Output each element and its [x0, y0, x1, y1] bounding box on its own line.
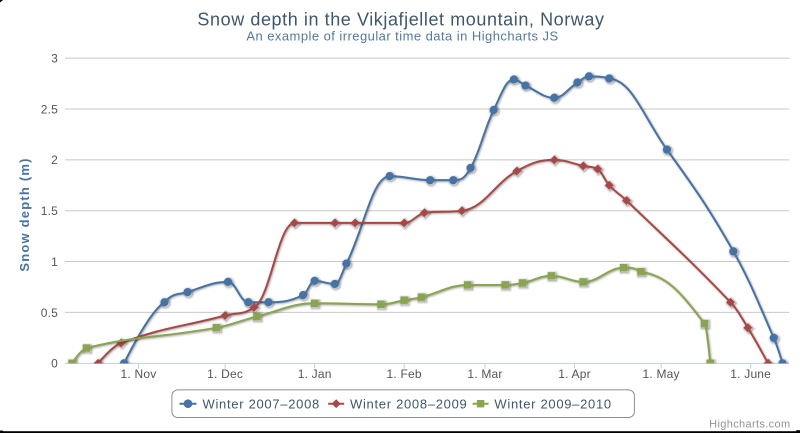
svg-text:1. May: 1. May: [643, 367, 680, 381]
svg-text:1. Mar: 1. Mar: [467, 367, 502, 381]
svg-text:3: 3: [51, 51, 58, 65]
svg-text:Highcharts.com: Highcharts.com: [709, 419, 790, 431]
svg-text:0: 0: [51, 357, 58, 371]
svg-text:Snow depth in the Vikjafjellet: Snow depth in the Vikjafjellet mountain,…: [197, 9, 604, 29]
svg-text:An example of irregular time d: An example of irregular time data in Hig…: [246, 28, 558, 43]
svg-text:1.5: 1.5: [41, 204, 58, 218]
svg-text:1. Feb: 1. Feb: [387, 367, 422, 381]
svg-text:Winter 2008–2009: Winter 2008–2009: [350, 397, 467, 412]
svg-text:2.5: 2.5: [41, 102, 58, 116]
svg-text:0.5: 0.5: [41, 306, 58, 320]
svg-text:1. Jan: 1. Jan: [298, 367, 332, 381]
svg-text:Winter 2007–2008: Winter 2007–2008: [203, 397, 320, 412]
svg-text:Winter 2009–2010: Winter 2009–2010: [494, 397, 611, 412]
svg-text:1. June: 1. June: [730, 367, 771, 381]
svg-text:Snow depth (m): Snow depth (m): [17, 157, 32, 271]
svg-text:1: 1: [51, 255, 58, 269]
svg-text:1. Nov: 1. Nov: [121, 367, 157, 381]
svg-text:1. Dec: 1. Dec: [207, 367, 243, 381]
svg-text:2: 2: [51, 153, 58, 167]
svg-text:1. Apr: 1. Apr: [558, 367, 591, 381]
